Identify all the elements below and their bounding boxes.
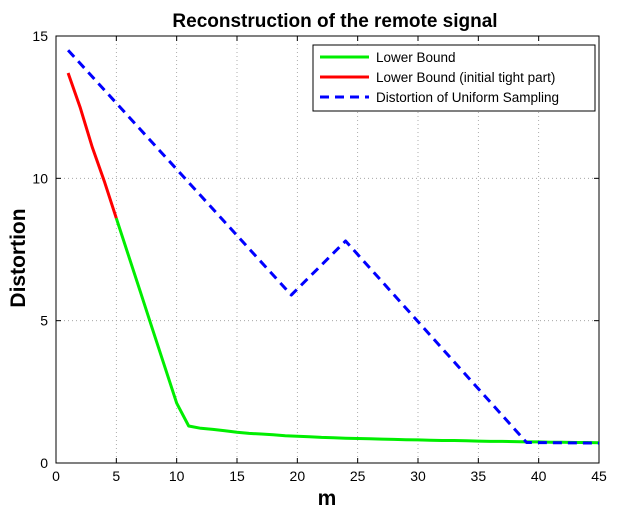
x-tick-label: 0 <box>52 468 60 484</box>
chart-title: Reconstruction of the remote signal <box>172 11 497 32</box>
x-tick-label: 25 <box>350 468 366 484</box>
y-tick-label: 10 <box>32 170 48 186</box>
y-tick-label: 15 <box>32 28 48 44</box>
series-line-distortion-of-uniform-sampling <box>66 49 600 445</box>
axis-ticks: 0 5 10 15 20 25 30 35 40 45 0 5 10 15 <box>32 28 607 484</box>
x-tick-label: 20 <box>290 468 306 484</box>
x-tick-label: 15 <box>229 468 245 484</box>
series-line-lower-bound-initial-tight-part <box>66 72 118 219</box>
x-tick-label: 40 <box>531 468 547 484</box>
series-lines <box>66 49 600 445</box>
legend-label: Lower Bound <box>376 50 456 65</box>
legend: Lower Bound Lower Bound (initial tight pa… <box>312 44 596 112</box>
x-tick-label: 45 <box>591 468 607 484</box>
y-tick-label: 5 <box>40 313 48 329</box>
legend-label: Lower Bound (initial tight part) <box>376 70 555 85</box>
x-tick-label: 35 <box>471 468 487 484</box>
y-axis-label: Distortion <box>7 208 30 307</box>
x-tick-label: 30 <box>410 468 426 484</box>
x-axis-label: m <box>318 487 337 510</box>
x-tick-label: 5 <box>112 468 120 484</box>
x-tick-label: 10 <box>169 468 185 484</box>
series-line-lower-bound <box>114 217 600 445</box>
grid <box>56 36 599 463</box>
legend-label: Distortion of Uniform Sampling <box>376 90 559 105</box>
y-tick-label: 0 <box>40 455 48 471</box>
plot-area-frame <box>55 35 600 464</box>
